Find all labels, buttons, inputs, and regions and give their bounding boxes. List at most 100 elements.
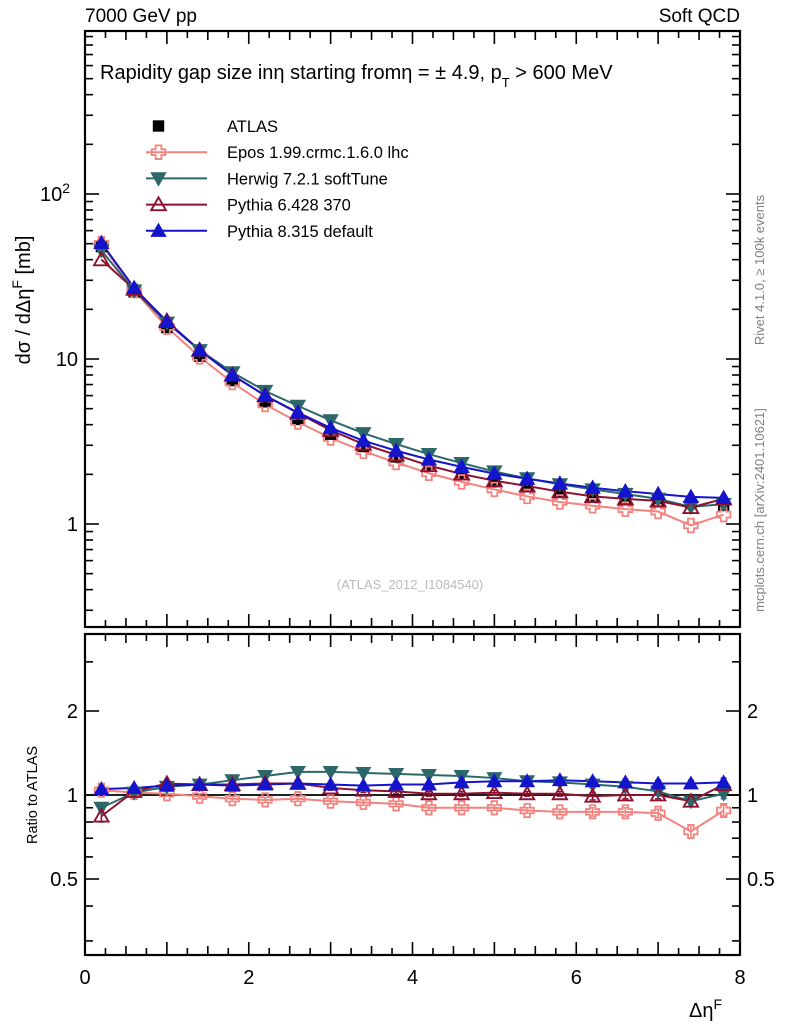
ratio-data-marker [682,775,699,790]
plot-title: Rapidity gap size inη starting fromη = ±… [100,62,613,90]
ratio-data-marker [485,783,504,800]
data-marker [683,517,699,534]
legend-label: Herwig 7.2.1 softTune [227,170,388,188]
ratio-data-marker [452,784,471,801]
y-tick-label: 1 [67,514,78,536]
legend-marker-tri-up-open [149,195,168,212]
data-marker [649,491,668,508]
ratio-data-marker [551,784,569,801]
series-line-epos [100,243,724,527]
ratio-data-marker [519,802,535,819]
ratio-data-marker [616,786,635,802]
ratio-data-marker [585,804,601,820]
ratio-data-marker [257,776,274,791]
ratio-data-marker [126,779,143,794]
ratio-data-marker [650,805,666,821]
ratio-y-tick-label: 2 [67,701,78,723]
data-marker [355,432,372,447]
x-tick-label: 8 [734,967,745,989]
data-marker [617,483,634,498]
x-tick-label: 6 [571,967,582,989]
ratio-data-marker [486,773,503,788]
ratio-y-tick-label-right: 0.5 [747,869,775,891]
data-marker [682,488,700,503]
ratio-data-marker [420,776,437,791]
data-marker [125,279,143,294]
y-tick-label: 102 [40,180,70,206]
legend-marker-tri-up [150,222,167,237]
ratio-data-marker [388,796,404,812]
ratio-data-marker [584,773,601,788]
data-marker [518,470,536,485]
data-marker [93,234,110,250]
ratio-data-marker [617,774,634,789]
ratio-data-marker [355,794,371,811]
data-marker [650,503,666,520]
x-tick-label: 2 [243,967,254,989]
ratio-data-marker [583,787,602,803]
ratio-data-marker [191,776,208,791]
ratio-data-marker [715,774,732,789]
header-left: 7000 GeV pp [85,6,197,27]
ratio-data-marker [453,774,470,789]
ratio-data-marker [322,765,339,780]
sidebar-mcplots-label: mcplots.cern.ch [arXiv:2401.10621] [752,408,767,612]
watermark: (ATLAS_2012_I1084540) [337,577,483,592]
data-marker [486,465,503,480]
header-right: Soft QCD [659,6,740,27]
ratio-data-marker [224,791,240,807]
ratio-data-marker [158,777,175,792]
ratio-data-marker [617,804,633,820]
data-marker [649,485,667,501]
data-marker [289,404,307,419]
data-marker [550,482,569,499]
ratio-data-marker [388,776,405,791]
data-marker [158,313,176,328]
legend-label: ATLAS [227,118,278,136]
data-marker [715,489,732,504]
ratio-y-tick-label-right: 1 [747,785,758,807]
ratio-data-marker [224,777,241,792]
ratio-data-marker [649,786,667,802]
ratio-data-marker [388,767,405,782]
data-marker [552,494,568,510]
ratio-y-tick-label: 0.5 [50,869,78,891]
data-marker [681,498,700,515]
ratio-data-marker [421,800,437,816]
data-marker [584,479,601,494]
ratio-data-marker [552,804,568,820]
data-marker [453,458,470,473]
data-marker [485,471,504,488]
ratio-data-marker [551,772,568,787]
ratio-data-marker [682,792,700,808]
ratio-y-tick-label: 1 [67,785,78,807]
ratio-data-marker [92,807,111,823]
ratio-data-marker [93,781,110,796]
ratio-y-tick-label-right: 2 [747,701,758,723]
ratio-data-marker [683,823,699,840]
legend-marker-tri-down [150,172,167,187]
data-marker [715,506,732,523]
legend-label: Pythia 8.315 default [227,223,373,241]
legend-label: Pythia 6.428 370 [227,197,351,215]
y-tick-label: 10 [56,349,78,371]
legend-label: Epos 1.99.crmc.1.6.0 lhc [227,144,409,162]
ratio-data-marker [486,800,502,816]
ratio-data-marker [323,793,339,809]
ratio-data-marker [420,784,438,801]
ratio-line-epos [101,789,725,833]
legend-marker-cross-open [150,144,167,160]
data-marker [92,250,111,267]
ratio-data-marker [290,791,306,807]
ratio-data-marker [355,766,372,781]
ratio-data-marker [519,773,536,788]
ratio-y-axis-label: Ratio to ATLAS [25,746,41,844]
data-marker [551,475,569,490]
ratio-data-marker [715,787,732,802]
x-tick-label: 4 [407,967,418,989]
data-marker [387,442,405,457]
sidebar-rivet-label: Rivet 4.1.0, ≥ 100k events [752,194,767,345]
data-marker [617,501,634,517]
